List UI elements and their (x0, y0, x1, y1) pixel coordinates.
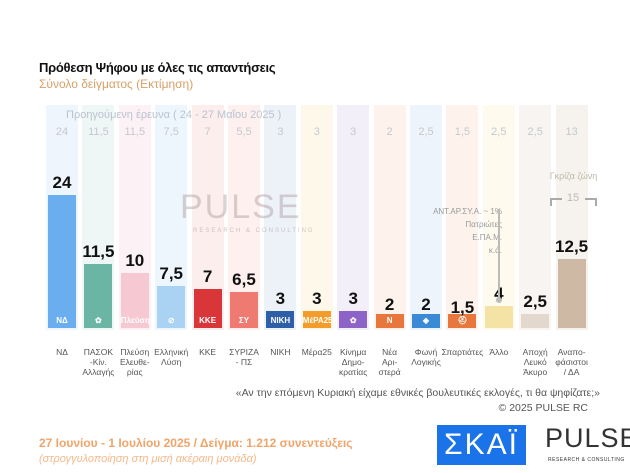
party-logo: ΝΔ (48, 314, 76, 328)
column: 2,5 2,5 (519, 105, 552, 330)
previous-survey-label: Προηγούμενη έρευνα ( 24 - 27 Μαΐου 2025 … (66, 109, 282, 121)
party-logo: ⊘ (157, 314, 186, 328)
party-logo: ✿ (84, 314, 113, 328)
data-label: 6,5 (232, 269, 256, 289)
previous-value: 1,5 (454, 126, 471, 138)
party-logo: ΜέΡΑ25 (302, 314, 331, 328)
bar (484, 305, 513, 328)
previous-value: 3 (313, 126, 320, 138)
column: 1,5 ⛑ 1,5 (446, 105, 479, 330)
party-logo: ◈ (412, 314, 440, 328)
column: 3 ΜέΡΑ25 3 (300, 105, 333, 330)
party-logo: ΚΚΕ (193, 314, 222, 328)
party-logo: Ν (375, 314, 404, 328)
grey-zone-bracket-left (550, 198, 562, 206)
data-label: 7 (202, 267, 213, 287)
party-logo: ΣΥ (230, 314, 258, 328)
x-tick-label: Φωνή Λογικής (411, 347, 441, 367)
skai-logo: ΣΚΑΪ (437, 425, 526, 465)
data-label: 12,5 (555, 236, 589, 256)
x-tick-label: Σπαρτιάτες (441, 347, 484, 357)
data-label: 3 (275, 289, 286, 309)
x-tick-label: Νέα Αρι- στερά (378, 347, 401, 377)
data-label: 10 (125, 250, 145, 270)
data-label: 3 (312, 289, 322, 309)
column: 7 ΚΚΕ 7 (191, 105, 224, 330)
column: 11,5 Πλεύση 10 (118, 105, 151, 330)
survey-dates: 27 Ιουνίου - 1 Ιουλίου 2025 / Δείγμα: 1.… (39, 436, 353, 450)
x-tick-label: Ελληνική Λύση (154, 347, 189, 367)
column: 7,5 ⊘ 7,5 (155, 105, 188, 330)
chart-title: Πρόθεση Ψήφου με όλες τις απαντήσεις (39, 60, 276, 75)
previous-value: 5,5 (236, 126, 252, 138)
previous-value: 2,5 (491, 126, 507, 138)
x-tick-label: ΠΑΣΟΚ -Κίν. Αλλαγής (82, 347, 115, 377)
rounding-note: (στρογγυλοποίηση στη μισή ακέραιη μονάδα… (39, 453, 257, 465)
party-logo: ✿ (339, 314, 368, 328)
bar (48, 195, 76, 328)
column: 2,5 ◈ 2 (410, 105, 442, 330)
x-tick-label: Αποχή Λευκό Άκυρο (522, 347, 548, 377)
data-label: 1,5 (450, 297, 475, 317)
previous-value: 7 (204, 126, 211, 138)
bar (557, 258, 586, 328)
previous-value: 11,5 (88, 126, 109, 138)
x-tick-label: Κίνημα Δημο- κρατίας (339, 347, 368, 377)
x-tick-label: Αναπο- φάσιστοι / ΔΑ (555, 347, 588, 377)
column: 13 12,5 (555, 105, 588, 330)
previous-value: 13 (565, 126, 578, 138)
other-note-connector (498, 209, 500, 299)
pulse-tagline: RESEARCH & CONSULTING (548, 457, 625, 463)
column: 3 ΝΙΚΗ 3 (264, 105, 297, 330)
column: 11,5 ✿ 11,5 (82, 105, 114, 330)
data-label: 2 (384, 294, 395, 314)
pulse-logo: PULSE (545, 423, 630, 453)
previous-value: 2,5 (527, 126, 543, 138)
x-tick-label: ΝΙΚΗ (270, 347, 291, 357)
grey-zone-bracket-right (585, 198, 597, 206)
data-label: 2 (421, 294, 431, 314)
previous-value: 24 (55, 126, 69, 138)
data-label: 11,5 (82, 242, 115, 262)
column: 5,5 ΣΥ 6,5 (228, 105, 260, 330)
chart-subtitle: Σύνολο δείγματος (Εκτίμηση) (39, 77, 194, 91)
x-tick-label: Μέρα25 (301, 347, 332, 357)
x-tick-label: ΝΔ (56, 347, 68, 357)
survey-question: «Αν την επόμενη Κυριακή είχαμε εθνικές β… (235, 387, 600, 399)
x-tick-label: Πλεύση Ελευθε- ρίας (119, 347, 150, 377)
party-logo: Πλεύση (120, 314, 149, 328)
x-tick-label: ΣΥΡΙΖΑ - ΠΣ (229, 347, 259, 367)
previous-value: 2 (386, 126, 393, 138)
party-logo: ⛑ (448, 314, 477, 328)
data-label: 2,5 (523, 292, 547, 312)
other-note-dot (496, 297, 502, 303)
column: 24 ΝΔ 24 (46, 105, 78, 330)
grey-zone-label: Γκρίζα ζώνη (549, 171, 598, 181)
previous-value: 2,5 (418, 126, 434, 138)
grey-zone-value: 15 (566, 192, 580, 204)
previous-value: 3 (277, 126, 284, 138)
column: 3 ✿ 3 (337, 105, 370, 330)
x-tick-label: ΚΚΕ (199, 347, 217, 357)
x-tick-label: Άλλο (489, 347, 509, 357)
previous-value: 7,5 (163, 126, 179, 138)
bar (521, 314, 550, 328)
data-label: 24 (52, 173, 72, 192)
data-label: 7,5 (159, 264, 183, 284)
data-label: 3 (348, 289, 358, 309)
previous-value: 3 (350, 126, 357, 138)
other-note: ΑΝΤ.ΑΡ.ΣΥ.Α. ~ 1% Πατριώτες Ε.ΠΑ.Μ. κ.ά. (433, 207, 502, 255)
party-logo: ΝΙΚΗ (266, 314, 295, 328)
previous-value: 11,5 (124, 126, 146, 138)
copyright: © 2025 PULSE RC (498, 402, 588, 414)
